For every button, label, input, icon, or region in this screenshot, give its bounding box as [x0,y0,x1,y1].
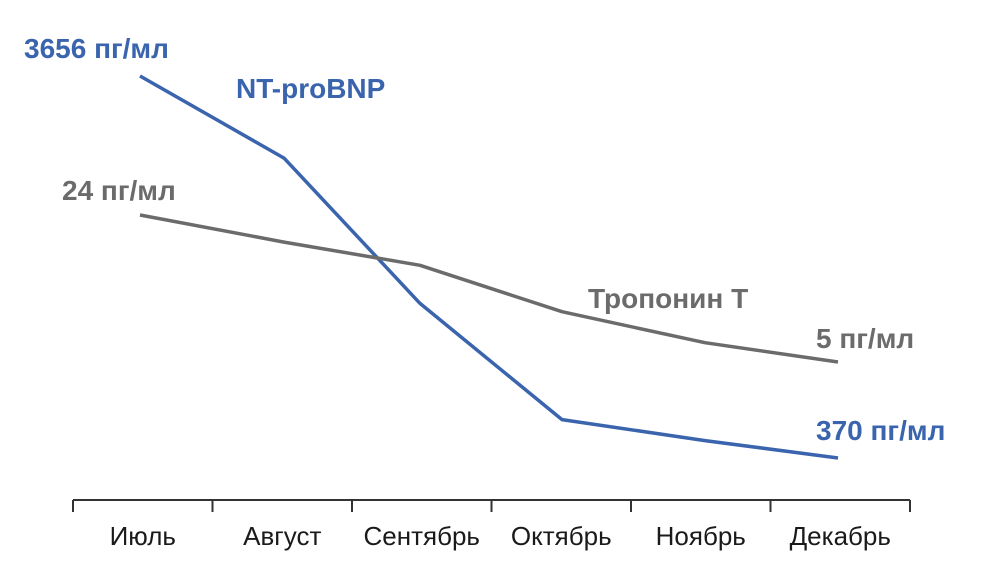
troponin-t-series-name: Тропонин Т [588,283,748,314]
nt-probnp-start-label: 3656 пг/мл [24,33,169,64]
series-line-nt-probnp [139,74,839,460]
nt-probnp-series-name: NT-proBNP [236,73,385,104]
x-tick-label: Декабрь [790,521,891,551]
x-tick-label: Октябрь [511,521,612,551]
x-axis-tick-labels: Июль Август Сентябрь Октябрь Ноябрь Декабрь [110,521,891,551]
troponin-t-start-label: 24 пг/мл [62,175,176,206]
x-tick-label: Август [243,521,321,551]
nt-probnp-end-label: 370 пг/мл [816,415,945,446]
series-points [139,75,839,459]
series-line-troponin-t [139,213,839,364]
troponin-t-end-label: 5 пг/мл [816,323,914,354]
x-tick-label: Ноябрь [656,521,746,551]
x-axis-ticks [72,500,911,512]
x-tick-label: Сентябрь [364,521,480,551]
x-tick-label: Июль [110,521,176,551]
